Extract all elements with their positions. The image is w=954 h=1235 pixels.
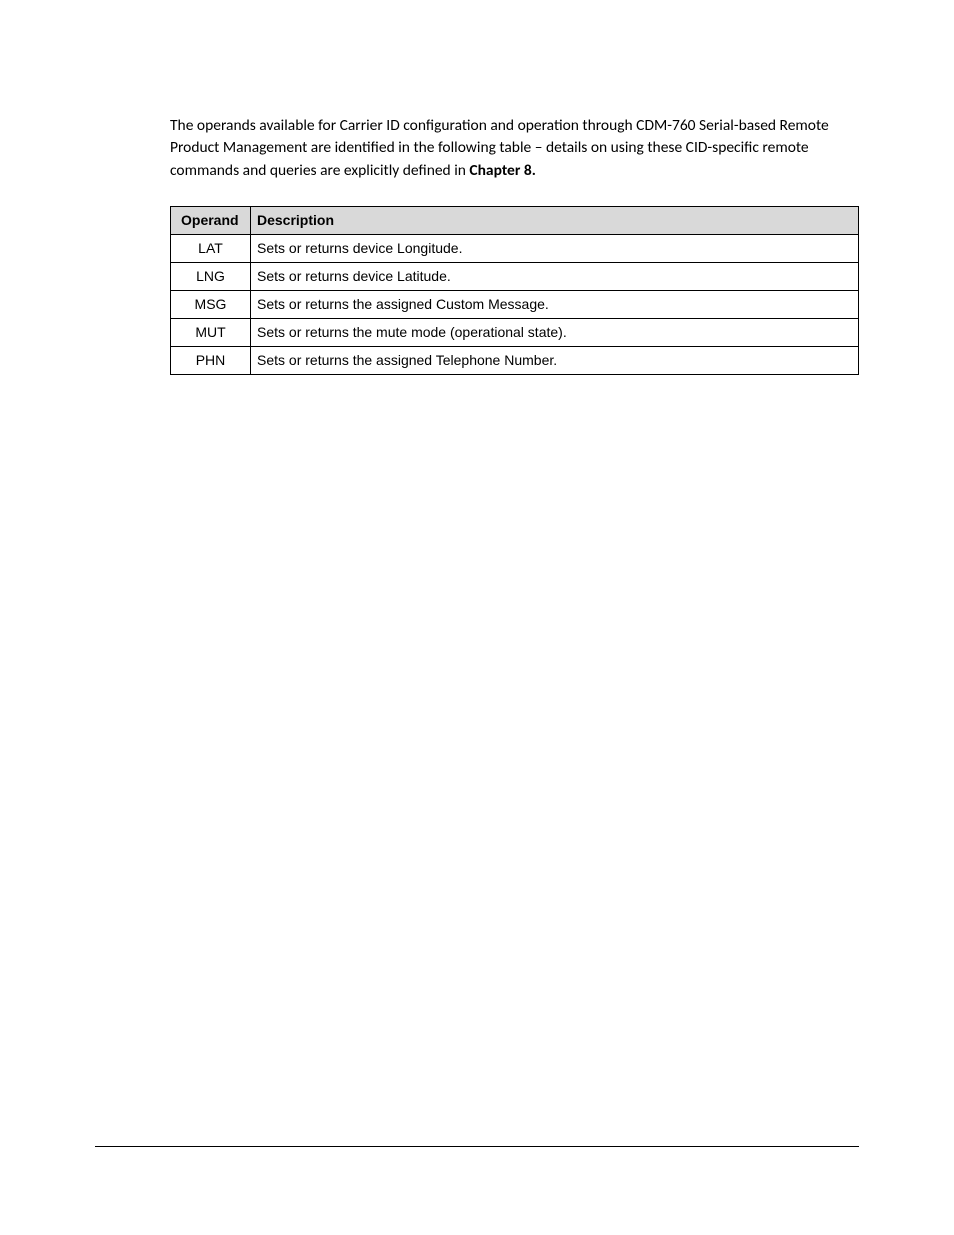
footer-divider bbox=[95, 1146, 859, 1147]
table-row: LNG Sets or returns device Latitude. bbox=[171, 263, 859, 291]
table-header-row: Operand Description bbox=[171, 207, 859, 235]
table-body: LAT Sets or returns device Longitude. LN… bbox=[171, 235, 859, 375]
table-row: LAT Sets or returns device Longitude. bbox=[171, 235, 859, 263]
chapter-reference: Chapter 8. bbox=[469, 161, 535, 180]
description-cell: Sets or returns device Latitude. bbox=[251, 263, 859, 291]
page-content: The operands available for Carrier ID co… bbox=[0, 0, 954, 375]
operand-cell: MUT bbox=[171, 319, 251, 347]
intro-paragraph: The operands available for Carrier ID co… bbox=[170, 115, 859, 182]
operand-cell: LAT bbox=[171, 235, 251, 263]
table-row: PHN Sets or returns the assigned Telepho… bbox=[171, 347, 859, 375]
operand-cell: LNG bbox=[171, 263, 251, 291]
description-cell: Sets or returns the assigned Custom Mess… bbox=[251, 291, 859, 319]
description-cell: Sets or returns device Longitude. bbox=[251, 235, 859, 263]
header-description: Description bbox=[251, 207, 859, 235]
table-header: Operand Description bbox=[171, 207, 859, 235]
operand-cell: PHN bbox=[171, 347, 251, 375]
operand-cell: MSG bbox=[171, 291, 251, 319]
description-cell: Sets or returns the mute mode (operation… bbox=[251, 319, 859, 347]
description-cell: Sets or returns the assigned Telephone N… bbox=[251, 347, 859, 375]
header-operand: Operand bbox=[171, 207, 251, 235]
table-row: MSG Sets or returns the assigned Custom … bbox=[171, 291, 859, 319]
operands-table: Operand Description LAT Sets or returns … bbox=[170, 206, 859, 375]
table-row: MUT Sets or returns the mute mode (opera… bbox=[171, 319, 859, 347]
